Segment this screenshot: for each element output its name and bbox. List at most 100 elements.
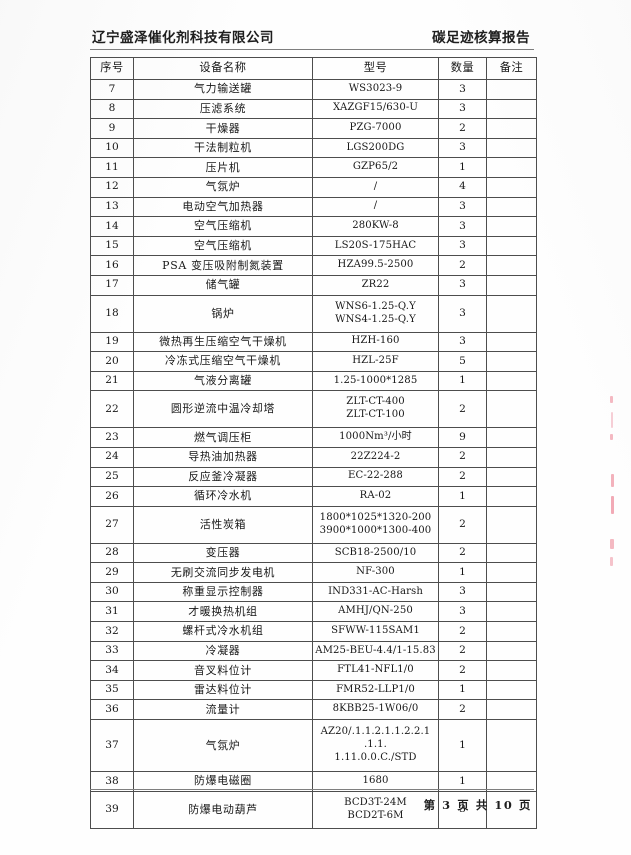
cell-index: 11	[90, 157, 134, 178]
cell-equipment-name: 流量计	[133, 699, 313, 721]
cell-index: 7	[90, 79, 134, 100]
cell-equipment-name: 才暖换热机组	[133, 601, 313, 623]
table-row: 36 流量计 8KBB25-1W06/0 2	[90, 699, 537, 721]
model-line: 3900*1000*1300-400	[319, 524, 432, 536]
cell-quantity: 1	[438, 679, 487, 701]
cell-index: 15	[90, 235, 134, 257]
cell-index: 34	[90, 660, 134, 681]
table-row: 28 变压器 SCB18-2500/10 2	[90, 542, 537, 564]
cell-model: BCD3T-24M BCD2T-6M	[312, 790, 439, 829]
cell-quantity: 2	[438, 621, 487, 642]
scan-artifact-mark	[611, 412, 613, 428]
equipment-table: 序号 设备名称 型号 数量 备注 7 气力输送罐 WS3023-9 3 8 压滤系统 XAZ…	[90, 57, 537, 829]
cell-quantity: 2	[438, 542, 487, 564]
table-row: 22 圆形逆流中温冷却塔 ZLT-CT-400 ZLT-CT-100 2	[90, 390, 537, 429]
model-line: AM25-BEU-4.4/1-15.83	[315, 644, 436, 656]
cell-equipment-name: 空气压缩机	[133, 216, 313, 237]
cell-index: 32	[90, 621, 134, 642]
cell-equipment-name: 螺杆式冷水机组	[133, 621, 313, 642]
cell-note	[486, 255, 537, 276]
model-line: RA-02	[359, 489, 392, 501]
table-row: 35 雷达料位计 FMR52-LLP1/0 1	[90, 679, 537, 701]
cell-model: AMHJ/QN-250	[312, 601, 439, 623]
cell-note	[486, 679, 537, 701]
cell-quantity: 9	[438, 427, 487, 448]
scan-artifact-mark	[611, 474, 614, 487]
cell-model: 8KBB25-1W06/0	[312, 699, 439, 721]
cell-index: 26	[90, 486, 134, 507]
table-row: 27 活性炭箱 1800*1025*1320-200 3900*1000*1300-4…	[90, 505, 537, 544]
cell-index: 39	[90, 790, 134, 829]
cell-quantity: 3	[438, 235, 487, 257]
cell-model: 22Z224-2	[312, 446, 439, 468]
cell-note	[486, 118, 537, 139]
cell-quantity: 3	[438, 790, 487, 829]
cell-note	[486, 331, 537, 353]
model-line: NF-300	[356, 566, 395, 578]
cell-equipment-name: 无刷交流同步发电机	[133, 562, 313, 583]
cell-index: 20	[90, 351, 134, 372]
cell-quantity: 3	[438, 98, 487, 120]
cell-index: 21	[90, 370, 134, 392]
cell-index: 30	[90, 581, 134, 603]
table-row: 12 气氛炉 / 4	[90, 176, 537, 198]
model-line: 1680	[362, 774, 389, 786]
cell-equipment-name: 微热再生压缩空气干燥机	[133, 331, 313, 353]
cell-quantity: 2	[438, 660, 487, 681]
cell-note	[486, 446, 537, 468]
table-row: 14 空气压缩机 280KW-8 3	[90, 216, 537, 237]
model-line: /	[373, 180, 378, 192]
cell-note	[486, 137, 537, 159]
table-row: 39 防爆电动葫芦 BCD3T-24M BCD2T-6M 3	[90, 790, 537, 829]
table-row: 37 气氛炉 AZ20/.1.1.2.1.1.2.2.1.1.1. 1.11.0.0.…	[90, 719, 537, 773]
table-row: 15 空气压缩机 LS20S-175HAC 3	[90, 235, 537, 257]
cell-equipment-name: 导热油加热器	[133, 446, 313, 468]
cell-note	[486, 235, 537, 257]
cell-model: NF-300	[312, 562, 439, 583]
cell-model: EC-22-288	[312, 466, 439, 488]
model-line: HZA99.5-2500	[337, 259, 414, 271]
cell-note	[486, 699, 537, 721]
model-line: 1000Nm³/小时	[339, 431, 412, 443]
table-row: 21 气液分离罐 1.25-1000*1285 1	[90, 370, 537, 392]
document-header: 辽宁盛泽催化剂科技有限公司 碳足迹核算报告	[90, 26, 534, 50]
cell-quantity: 2	[438, 505, 487, 544]
cell-note	[486, 216, 537, 237]
cell-equipment-name: 气氛炉	[133, 176, 313, 198]
cell-equipment-name: 压片机	[133, 157, 313, 178]
cell-quantity: 3	[438, 79, 487, 100]
cell-note	[486, 640, 537, 662]
cell-quantity: 3	[438, 331, 487, 353]
cell-model: GZP65/2	[312, 157, 439, 178]
model-line: BCD3T-24M	[344, 796, 407, 808]
cell-quantity: 3	[438, 216, 487, 237]
scan-artifact-mark	[611, 496, 614, 514]
model-line: PZG-7000	[349, 122, 402, 134]
cell-quantity: 2	[438, 446, 487, 468]
cell-note	[486, 427, 537, 448]
cell-model: RA-02	[312, 486, 439, 507]
table-row: 9 干燥器 PZG-7000 2	[90, 118, 537, 139]
model-line: HZH-160	[351, 335, 400, 347]
cell-index: 29	[90, 562, 134, 583]
model-line: /	[373, 200, 378, 212]
cell-note	[486, 601, 537, 623]
header-company-name: 辽宁盛泽催化剂科技有限公司	[92, 30, 274, 46]
cell-index: 10	[90, 137, 134, 159]
cell-model: HZH-160	[312, 331, 439, 353]
cell-index: 17	[90, 274, 134, 296]
column-header-name: 设备名称	[133, 57, 313, 80]
cell-model: SCB18-2500/10	[312, 542, 439, 564]
cell-index: 16	[90, 255, 134, 276]
cell-note	[486, 581, 537, 603]
cell-quantity: 3	[438, 294, 487, 333]
column-header-model: 型号	[312, 57, 439, 80]
model-line: AMHJ/QN-250	[338, 605, 413, 617]
cell-equipment-name: 气力输送罐	[133, 79, 313, 100]
cell-quantity: 2	[438, 466, 487, 488]
table-row: 24 导热油加热器 22Z224-2 2	[90, 446, 537, 468]
cell-index: 18	[90, 294, 134, 333]
cell-model: WS3023-9	[312, 79, 439, 100]
table-row: 23 燃气调压柜 1000Nm³/小时 9	[90, 427, 537, 448]
cell-note	[486, 370, 537, 392]
